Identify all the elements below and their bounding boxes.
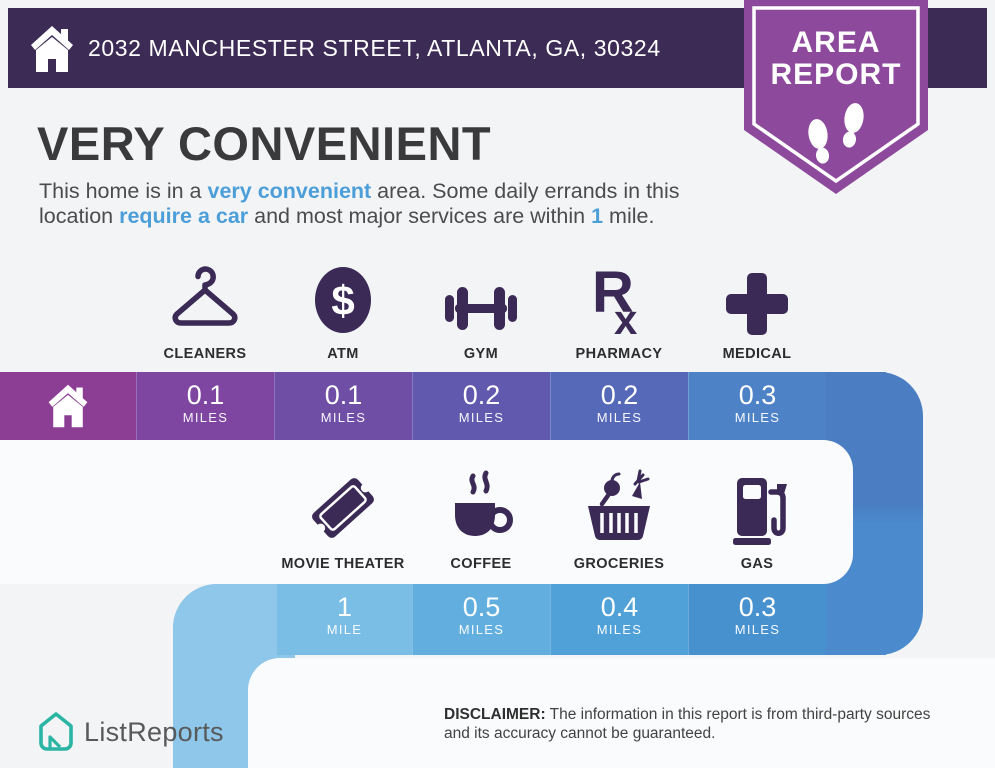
highlight-require-a-car: require a car [119,204,249,228]
distance-segment-movie-theater: 1 MILE [277,584,412,655]
brand-name: ListReports [84,716,224,747]
amenity-gas: GAS [679,468,835,572]
dumbbell-icon [445,287,517,330]
amenity-medical: MEDICAL [679,258,835,362]
distance-segment-pharmacy: 0.2 MILES [550,372,688,440]
distance-segment-gas: 0.3 MILES [688,584,826,655]
grocery-basket-icon [588,469,650,541]
origin-segment [0,372,136,440]
distance-segment-atm: 0.1 MILES [274,372,412,440]
footer-card [248,658,995,768]
badge-line2: REPORT [770,58,902,91]
amenity-label: CLEANERS [163,346,247,362]
intro-paragraph: This home is in a very convenient area. … [39,179,680,229]
area-report-badge [744,0,928,194]
amenity-atm: $ ATM [265,258,421,362]
intro-line-2: location require a car and most major se… [39,204,655,228]
amenity-label: ATM [327,346,359,362]
home-icon [48,384,88,428]
badge-line1: AREA [791,26,881,59]
amenity-label: GROCERIES [573,556,665,572]
amenity-movie-theater: MOVIE THEATER [265,468,421,572]
distance-segment-gym: 0.2 MILES [412,372,550,440]
highlight-very-convenient: very convenient [207,179,372,203]
rx-icon: R x [592,260,638,338]
listreports-house-icon [39,712,73,751]
svg-text:$: $ [331,277,354,324]
coffee-cup-icon [455,470,513,536]
amenity-cleaners: CLEANERS [127,258,283,362]
amenity-gym: GYM [403,258,559,362]
gas-pump-icon [733,478,787,545]
amenity-label: PHARMACY [575,346,663,362]
amenity-label: GAS [740,556,774,572]
distance-segment-cleaners: 0.1 MILES [136,372,274,440]
disclaimer: DISCLAIMER: The information in this repo… [444,706,931,742]
page-title: VERY CONVENIENT [37,117,492,170]
hanger-icon [172,266,238,326]
distance-segment-groceries: 0.4 MILES [550,584,688,655]
distance-bar-top: 0.1 MILES 0.1 MILES 0.2 MILES 0.2 MILES 0.3 M… [0,372,886,440]
amenity-label: COFFEE [450,556,512,572]
route-left-cap [248,584,277,655]
distance-bar-bottom: 1 MILE 0.5 MILES 0.4 MILES 0.3 MILES [0,584,886,655]
ticket-icon [312,478,374,538]
amenity-label: MOVIE THEATER [281,556,405,572]
home-icon [31,26,73,72]
row2-card [0,440,853,584]
route-vertical-strip [173,584,248,768]
amenity-coffee: COFFEE [403,468,559,572]
dollar-circle-icon: $ [315,267,371,333]
amenity-label: MEDICAL [722,346,792,362]
amenity-groceries: GROCERIES [541,468,697,572]
amenity-label: GYM [463,346,499,362]
disclaimer-label: DISCLAIMER: [444,706,546,723]
highlight-one: 1 [591,204,604,228]
medical-cross-icon [726,273,788,335]
footprints-icon [808,103,864,164]
route-bottom-cap [826,584,886,655]
distance-segment-medical: 0.3 MILES [688,372,826,440]
property-address: 2032 MANCHESTER STREET, ATLANTA, GA, 303… [88,34,661,61]
intro-line-1: This home is in a very convenient area. … [39,179,680,203]
svg-text:x: x [614,296,638,338]
distance-segment-coffee: 0.5 MILES [412,584,550,655]
svg-text:R: R [592,260,634,325]
listreports-logo: ListReports [38,708,268,756]
amenity-pharmacy: R x PHARMACY [541,258,697,362]
route-top-cap [826,372,886,440]
